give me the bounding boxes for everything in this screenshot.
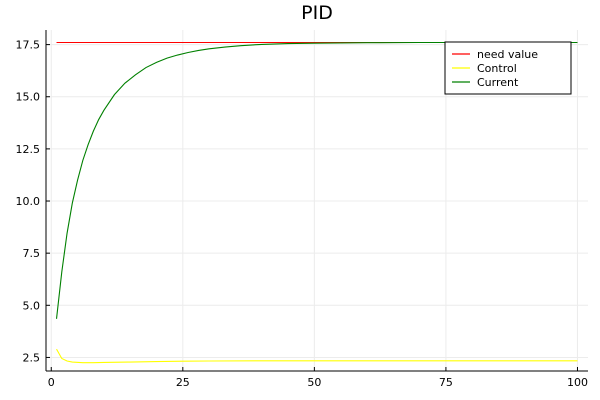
x-tick-label: 75 <box>439 376 453 389</box>
tick-labels: 0 25 50 75 100 2.5 5.0 7.5 10.0 12.5 15.0 17.5 <box>16 39 588 389</box>
chart-title: PID <box>301 2 333 24</box>
x-tick-label: 25 <box>176 376 190 389</box>
legend-label: Current <box>477 76 519 89</box>
grid <box>46 30 588 371</box>
y-tick-label: 15.0 <box>16 91 41 104</box>
y-tick-label: 7.5 <box>23 247 41 260</box>
y-tick-label: 12.5 <box>16 143 41 156</box>
y-tick-label: 10.0 <box>16 195 41 208</box>
y-tick-label: 5.0 <box>23 299 41 312</box>
x-tick-label: 50 <box>307 376 321 389</box>
legend-label: Control <box>477 62 517 75</box>
y-tick-label: 17.5 <box>16 39 41 52</box>
y-tick-label: 2.5 <box>23 351 41 364</box>
series-line-control <box>56 348 578 364</box>
axes <box>45 30 588 372</box>
x-tick-label: 0 <box>48 376 55 389</box>
legend-label: need value <box>477 48 538 61</box>
series-line-current <box>55 41 578 319</box>
x-tick-label: 100 <box>567 376 588 389</box>
